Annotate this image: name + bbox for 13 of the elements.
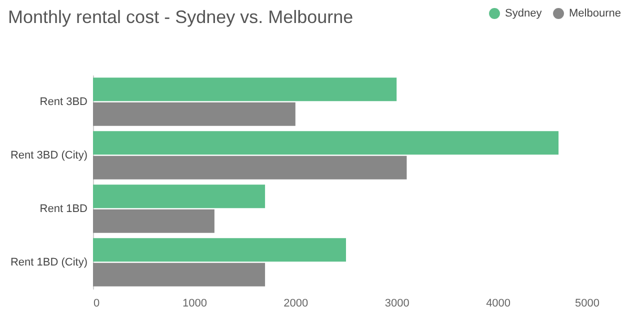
- chart-title: Monthly rental cost - Sydney vs. Melbourne: [8, 7, 354, 27]
- y-tick-label: Rent 1BD: [40, 202, 88, 215]
- x-tick-label: 3000: [384, 298, 410, 310]
- y-tick-label: Rent 1BD (City): [10, 256, 88, 268]
- x-tick-label: 0: [94, 298, 100, 310]
- y-tick-label: Rent 3BD (City): [10, 149, 88, 162]
- x-tick-label: 5000: [575, 298, 600, 310]
- y-tick-label: Rent 3BD: [40, 96, 88, 108]
- legend-label: Melbourne: [569, 8, 621, 20]
- x-tick-label: 1000: [182, 298, 207, 310]
- x-tick-label: 2000: [284, 298, 308, 310]
- legend-label: Sydney: [505, 8, 542, 20]
- x-tick-label: 4000: [486, 298, 511, 310]
